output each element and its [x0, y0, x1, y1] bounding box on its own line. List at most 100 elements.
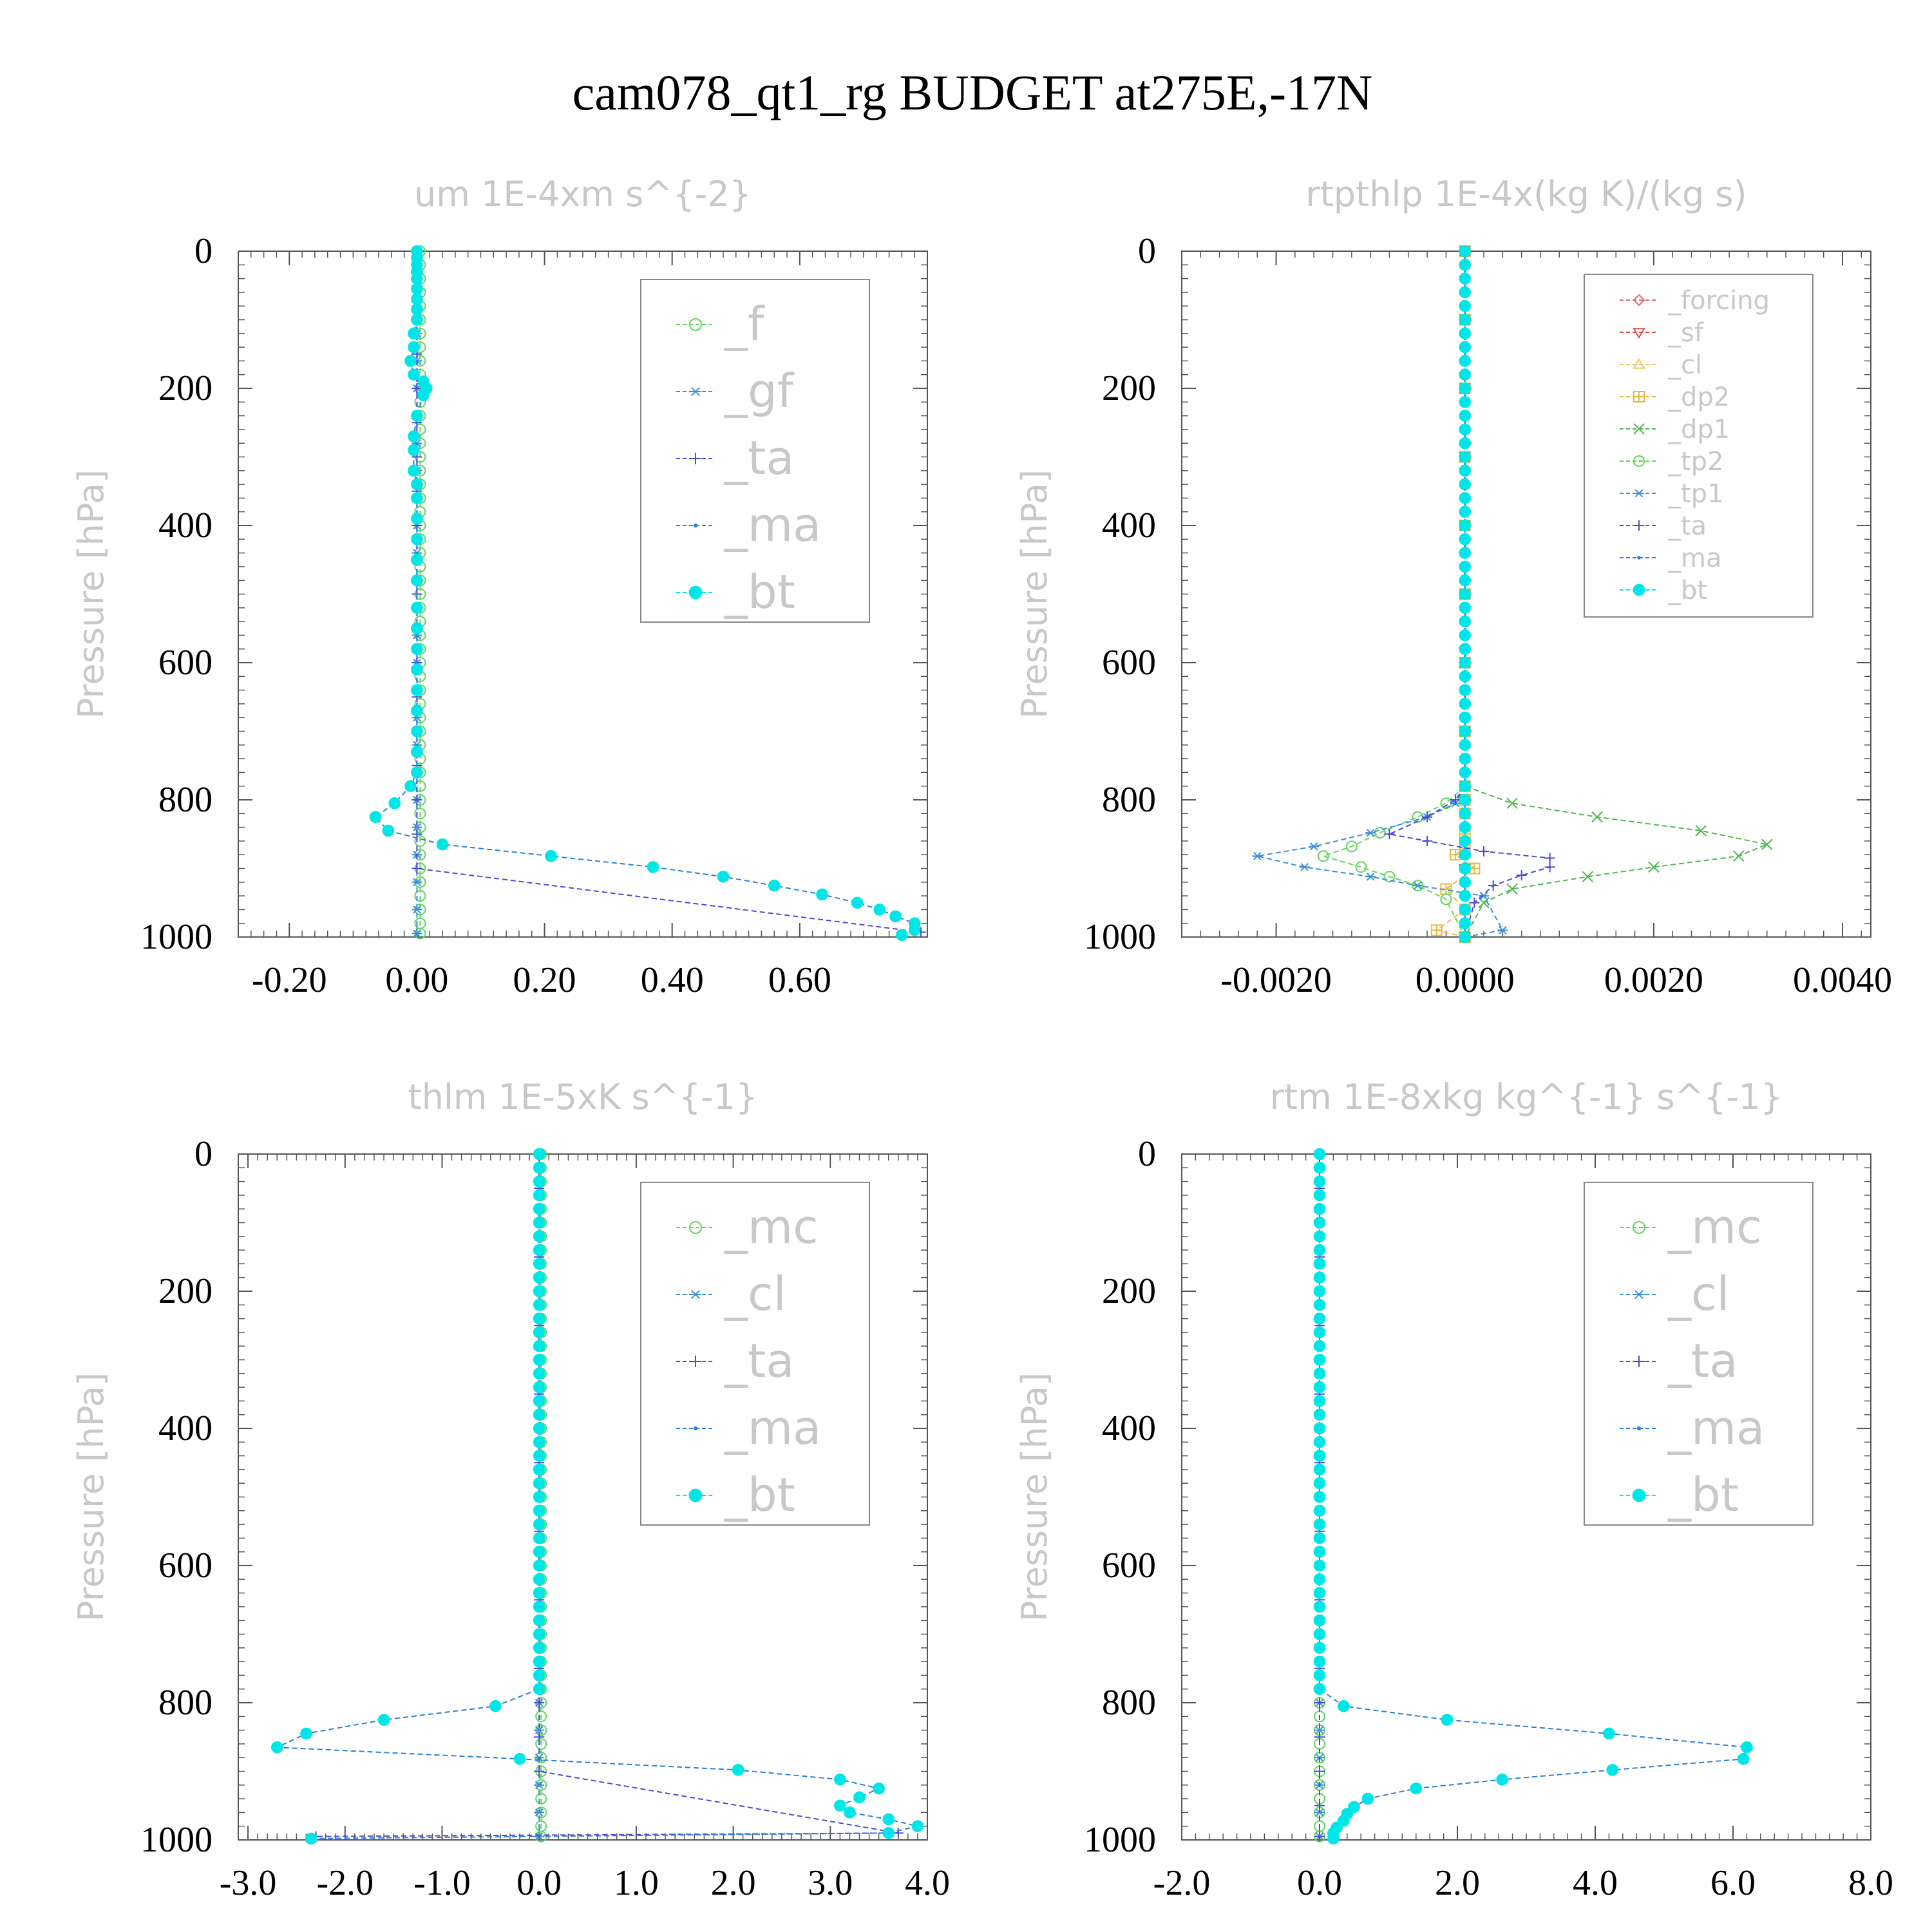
data-point-shape	[1313, 1354, 1326, 1366]
data-point	[1459, 670, 1472, 683]
data-point-shape	[270, 1741, 283, 1754]
data-point	[404, 780, 417, 792]
data-point-shape	[545, 850, 557, 862]
data-point	[1459, 808, 1472, 820]
data-point	[1313, 1408, 1326, 1421]
data-point	[535, 1738, 547, 1750]
data-point	[411, 766, 423, 779]
data-point	[533, 1230, 545, 1243]
data-point	[1313, 1326, 1326, 1339]
legend-marker	[1634, 520, 1644, 531]
x-tick-label: -0.0020	[1220, 960, 1332, 1000]
data-point-shape	[1459, 917, 1472, 929]
data-point	[1327, 1832, 1340, 1845]
data-point	[1314, 1831, 1325, 1842]
data-point-shape	[300, 1727, 312, 1740]
data-point-shape	[1313, 1162, 1326, 1174]
data-point-shape	[1313, 1244, 1326, 1256]
data-point-shape	[1313, 1312, 1326, 1325]
data-point	[411, 746, 423, 758]
x-tick-label: -0.20	[252, 960, 327, 1000]
legend-marker-shape	[690, 1356, 701, 1367]
data-point	[1252, 852, 1263, 860]
data-point	[1459, 410, 1472, 422]
data-point-shape	[533, 1244, 545, 1256]
data-point	[411, 663, 423, 676]
data-point-shape	[1314, 1766, 1325, 1777]
data-point	[513, 1753, 526, 1765]
data-point	[533, 1217, 545, 1229]
data-point-shape	[1365, 872, 1376, 881]
y-tick-label: 400	[158, 1408, 213, 1448]
legend-marker	[1633, 1356, 1645, 1367]
data-point-shape	[411, 574, 423, 587]
data-point	[768, 879, 781, 892]
data-point	[1496, 1773, 1508, 1786]
legend-marker	[1634, 489, 1644, 498]
data-point-shape	[382, 824, 395, 837]
data-point-shape	[1313, 1477, 1326, 1490]
data-point	[533, 1573, 545, 1586]
data-point-shape	[1355, 861, 1367, 873]
data-point-shape	[717, 870, 730, 883]
data-point	[1313, 1518, 1326, 1531]
x-tick-label: 0.60	[768, 960, 831, 1000]
data-point	[411, 410, 423, 422]
data-point-shape	[411, 283, 423, 295]
data-point-shape	[404, 355, 417, 367]
data-point	[533, 1559, 545, 1572]
data-point-shape	[1299, 863, 1310, 871]
y-tick-label: 600	[158, 643, 213, 683]
data-point	[489, 1700, 502, 1712]
data-point	[1459, 574, 1472, 587]
data-point-shape	[533, 1532, 545, 1544]
legend-marker-shape	[689, 318, 702, 331]
data-point	[408, 368, 420, 381]
data-point	[533, 1463, 545, 1476]
chart-title: thlm 1E-5xK s^{-1}	[408, 1077, 758, 1117]
series-line	[1387, 251, 1551, 938]
data-point	[533, 1491, 545, 1503]
data-point-shape	[411, 492, 423, 504]
data-point-shape	[1459, 629, 1472, 641]
data-point-shape	[1459, 684, 1472, 696]
data-point-shape	[1459, 259, 1472, 271]
data-point-shape	[534, 1732, 545, 1743]
y-tick-label: 400	[1102, 506, 1156, 545]
data-point	[411, 574, 423, 587]
series-bt	[270, 1148, 924, 1845]
data-point	[1314, 1698, 1325, 1708]
legend-label: _cl	[1667, 1267, 1730, 1321]
data-point-shape	[1313, 1504, 1326, 1517]
data-point	[1365, 828, 1376, 837]
data-point	[1314, 1800, 1325, 1811]
data-point	[411, 492, 423, 504]
data-point-shape	[1365, 828, 1376, 837]
data-point	[1440, 893, 1452, 905]
data-point	[408, 341, 420, 354]
data-point-shape	[882, 1827, 895, 1839]
data-point	[1313, 1162, 1326, 1174]
data-point-shape	[411, 553, 423, 566]
data-point-shape	[417, 389, 430, 401]
data-point	[1459, 423, 1472, 436]
data-point-shape	[1459, 368, 1472, 381]
chart-title: rtpthlp 1E-4x(kg K)/(kg s)	[1305, 174, 1747, 214]
data-point-shape	[535, 1710, 547, 1723]
data-point-shape	[768, 879, 781, 892]
data-point-shape	[534, 1726, 545, 1734]
data-point	[533, 1340, 545, 1352]
x-tick-label: 8.0	[1848, 1863, 1893, 1903]
data-point-shape	[1345, 840, 1358, 853]
data-point-shape	[1506, 797, 1518, 810]
data-point	[1309, 842, 1320, 851]
data-point	[533, 1518, 545, 1531]
series-bt	[369, 245, 921, 942]
y-tick-label: 200	[1102, 368, 1156, 408]
data-point-shape	[1459, 835, 1472, 848]
legend-marker-shape	[688, 1488, 703, 1502]
data-point	[436, 838, 449, 851]
data-point	[1384, 829, 1395, 840]
data-point	[1459, 793, 1472, 806]
data-point-shape	[411, 293, 423, 305]
